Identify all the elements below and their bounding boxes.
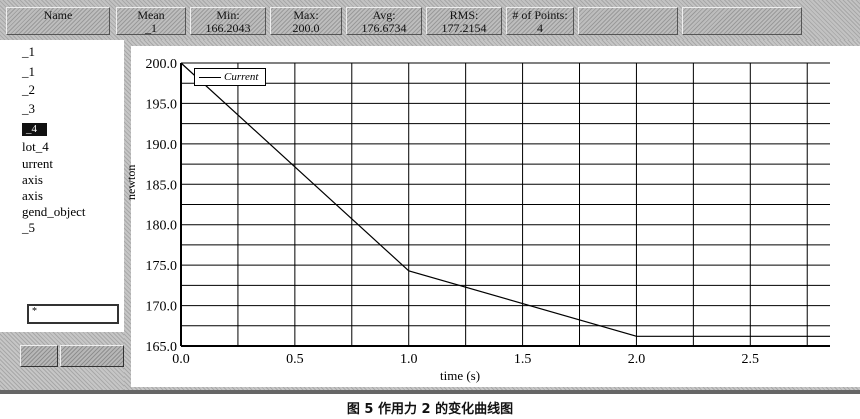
grid-layer (180, 62, 830, 347)
stat-cell-points: # of Points: 4 (506, 7, 574, 35)
plot-background (131, 46, 860, 387)
stat-value: 177.2154 (441, 21, 487, 35)
x-tick-label: 1.0 (400, 352, 418, 367)
x-axis-label: time (s) (440, 368, 481, 383)
y-tick-label: 170.0 (146, 300, 178, 315)
stat-label: # of Points: (512, 8, 568, 22)
stat-cell-blank-2 (682, 7, 802, 35)
tree-item[interactable]: _1 (22, 44, 35, 59)
stat-cell-avg: Avg: 176.6734 (346, 7, 422, 35)
axis-layer (180, 63, 830, 347)
window-bottom-edge (0, 390, 860, 394)
legend-line-swatch (199, 77, 221, 78)
stat-label: Min: (216, 8, 240, 22)
panel-button-right[interactable] (60, 345, 124, 367)
object-tree-panel: _1 _1 _2 _3 _4 lot_4 urrent axis axis ge… (0, 40, 126, 390)
tree-item[interactable]: lot_4 (22, 139, 49, 154)
y-tick-label: 185.0 (146, 178, 178, 193)
x-tick-label: 0.5 (286, 352, 304, 367)
stat-value: _1 (145, 21, 157, 35)
stat-label: Name (43, 8, 73, 22)
x-tick-label: 2.5 (742, 352, 760, 367)
stat-cell-max: Max: 200.0 (270, 7, 342, 35)
tick-label-layer: 165.0 170.0 175.0 180.0 185.0 190.0 195.0 200.0… (146, 57, 760, 367)
tree-item[interactable]: gend_object (22, 204, 86, 219)
stat-cell-mean: Mean _1 (116, 7, 186, 35)
x-tick-label: 1.5 (514, 352, 532, 367)
x-tick-label: 0.0 (172, 352, 190, 367)
figure-caption: 图 5 作用力 2 的变化曲线图 (346, 402, 514, 417)
tree-item[interactable]: _5 (22, 220, 35, 235)
stat-value: 200.0 (292, 21, 320, 35)
series-layer (180, 62, 830, 337)
chart-legend[interactable]: Current (194, 68, 266, 86)
tree-item[interactable]: urrent (22, 156, 54, 171)
stat-label: Mean (137, 8, 165, 22)
tree-item[interactable]: _3 (22, 101, 35, 116)
stat-value: 176.6734 (361, 21, 407, 35)
stat-cell-min: Min: 166.2043 (190, 7, 266, 35)
panel-button-left[interactable] (20, 345, 58, 367)
y-tick-label: 200.0 (146, 57, 178, 72)
stat-cell-blank-1 (578, 7, 678, 35)
y-tick-label: 180.0 (146, 219, 178, 234)
series-line-current (180, 62, 830, 337)
stat-value: 4 (537, 21, 543, 35)
y-tick-label: 165.0 (146, 340, 178, 355)
stat-label: Max: (293, 8, 319, 22)
y-tick-label: 190.0 (146, 138, 178, 153)
tree-item[interactable]: _1 (22, 64, 35, 79)
y-axis-label: newton (124, 164, 138, 200)
x-tick-label: 2.0 (628, 352, 646, 367)
stat-label: RMS: (449, 8, 479, 22)
statistics-toolbar: Name Mean _1 Min: 166.2043 Max: 200.0 Av… (0, 0, 860, 41)
stat-value: 166.2043 (205, 21, 251, 35)
tree-item[interactable]: axis (22, 172, 43, 187)
tree-item[interactable]: axis (22, 188, 43, 203)
filter-input[interactable]: * (27, 304, 119, 324)
y-tick-label: 175.0 (146, 259, 178, 274)
stat-cell-rms: RMS: 177.2154 (426, 7, 502, 35)
legend-label: Current (224, 71, 259, 83)
stat-cell-name: Name (6, 7, 110, 35)
tree-item[interactable]: _2 (22, 82, 35, 97)
tree-item-selected[interactable]: _4 (22, 123, 47, 136)
y-tick-label: 195.0 (146, 97, 178, 112)
stat-label: Avg: (372, 8, 396, 22)
